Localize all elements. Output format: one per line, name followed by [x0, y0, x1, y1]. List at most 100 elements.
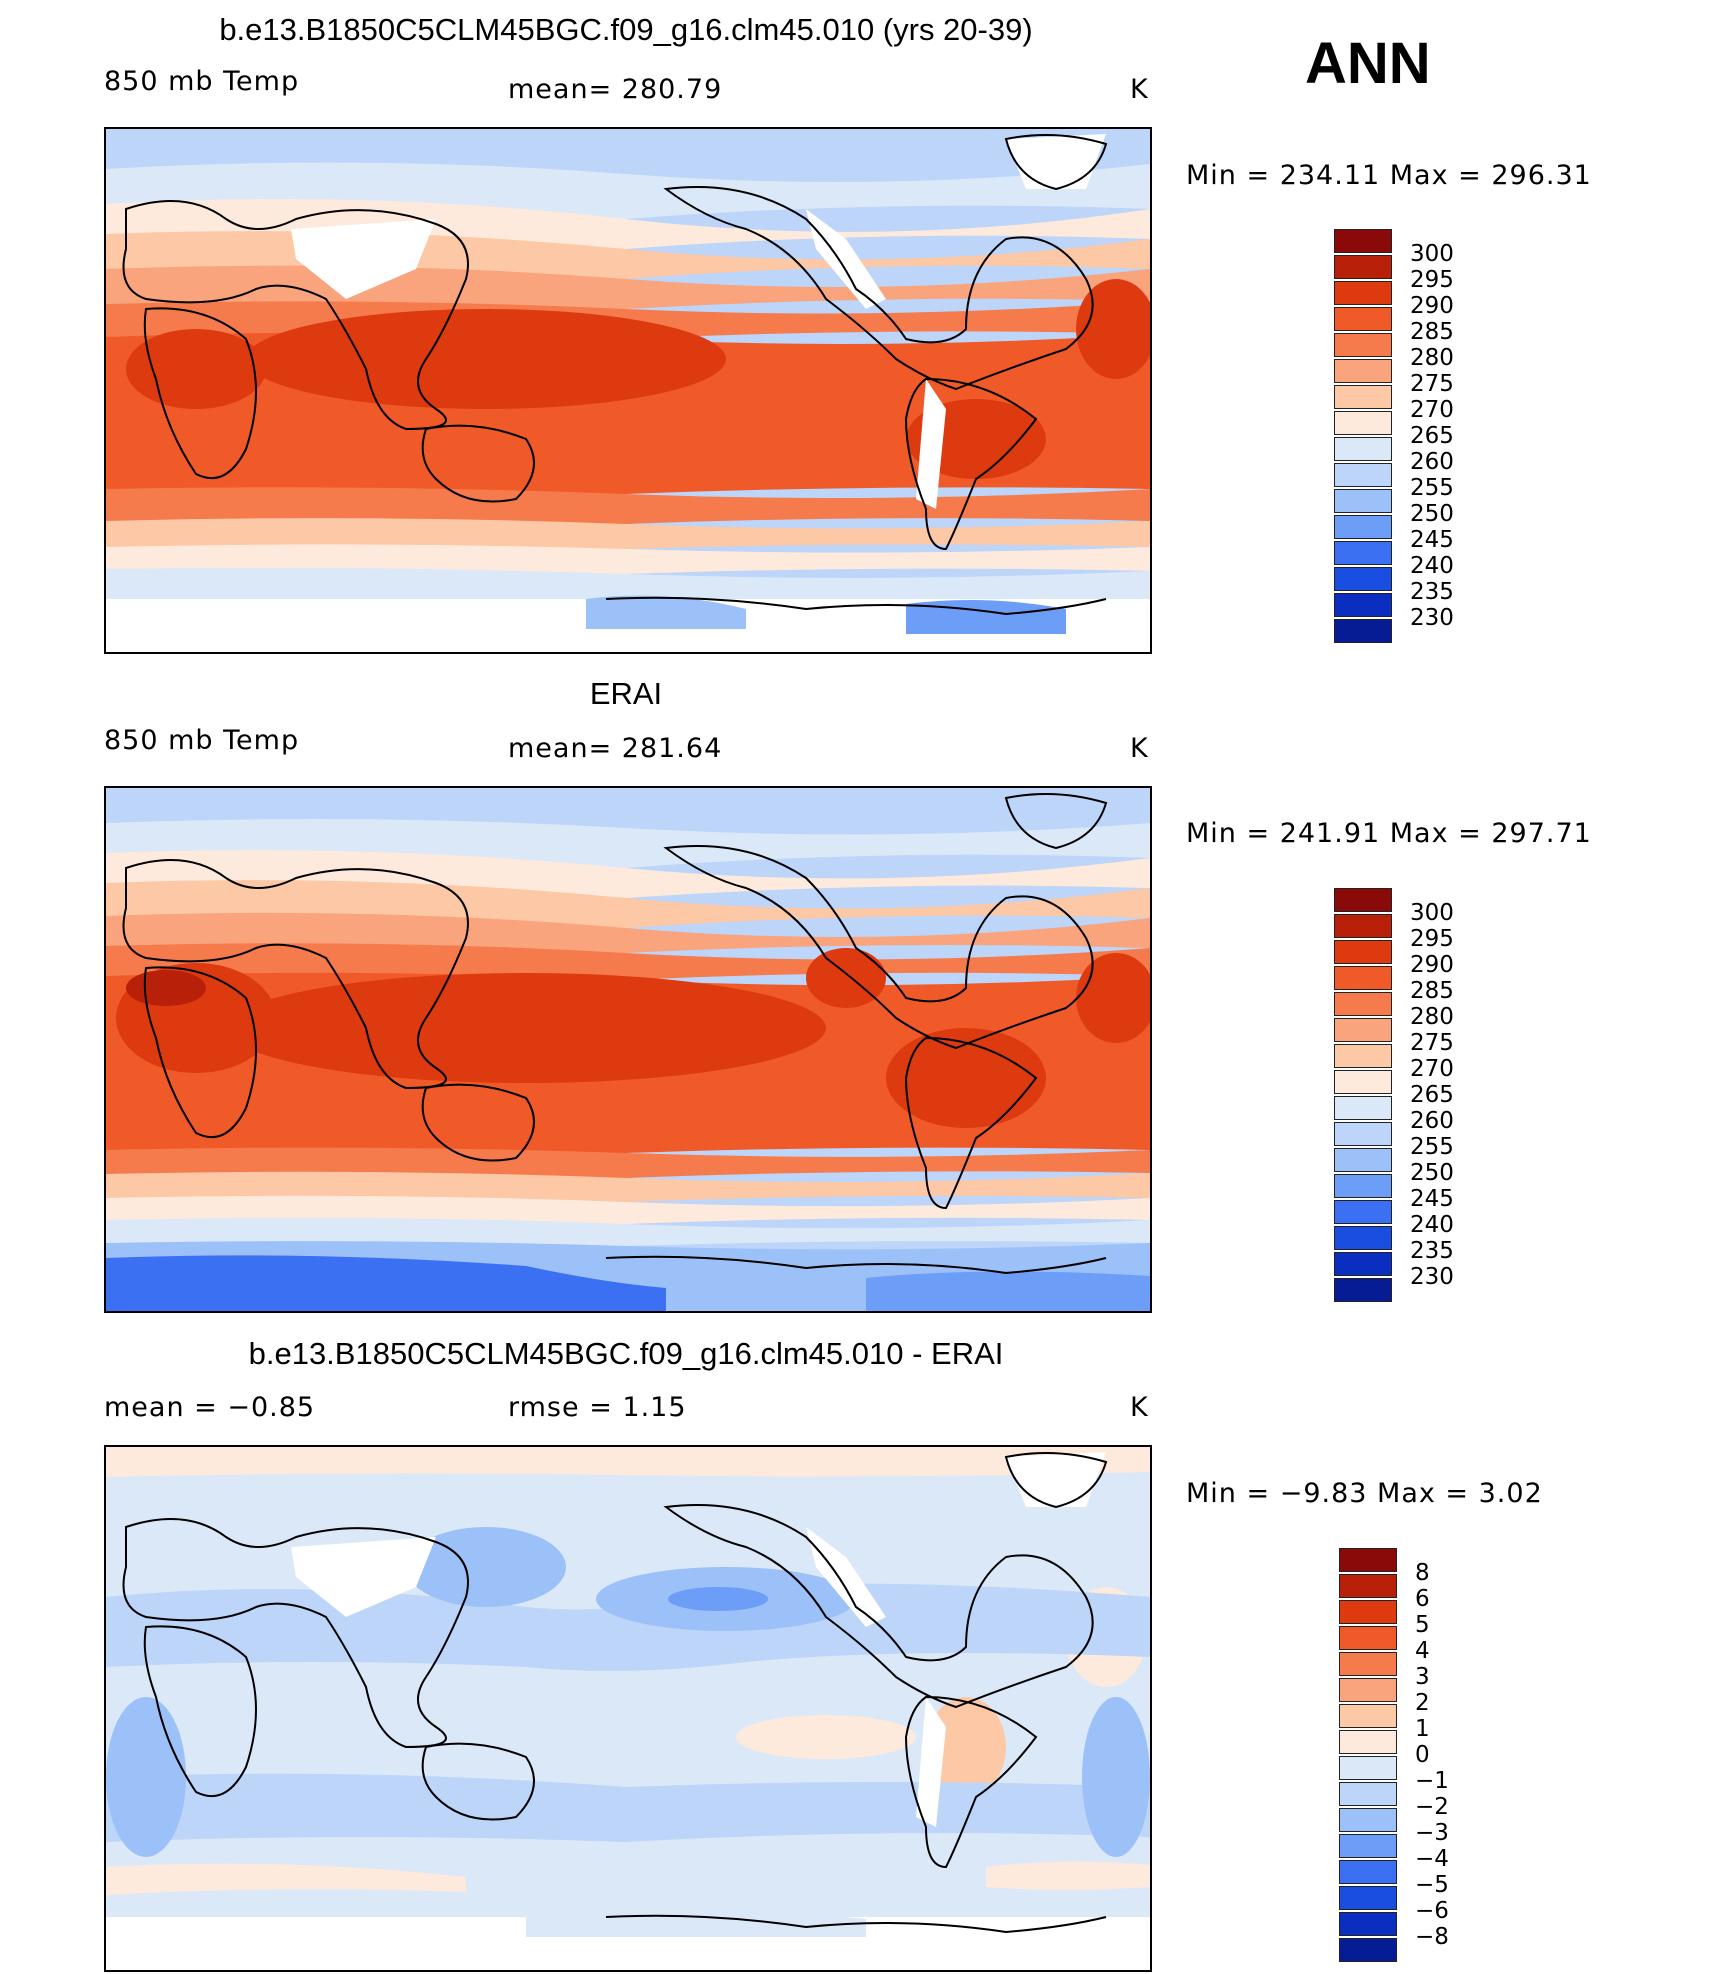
panel-3-minmax: Min = −9.83 Max = 3.02	[1186, 1478, 1543, 1509]
colorbar-label: 235	[1410, 1238, 1454, 1264]
field-base	[106, 1447, 1150, 1970]
colorbar-label: 1	[1415, 1716, 1430, 1742]
colorbar-swatch	[1339, 1574, 1397, 1598]
panel-1-map-svg	[106, 129, 1150, 652]
colorbar-swatch	[1339, 1912, 1397, 1936]
colorbar-swatch	[1339, 1886, 1397, 1910]
colorbar-label: 8	[1415, 1560, 1430, 1586]
colorbar-swatch	[1334, 593, 1392, 617]
coastlines	[122, 793, 1108, 1275]
colorbar-label: 285	[1410, 319, 1454, 345]
coast-antarctica	[605, 1255, 1107, 1275]
colorbar-label: −3	[1415, 1820, 1449, 1846]
warm-core	[1076, 279, 1150, 379]
colorbar-swatch	[1339, 1730, 1397, 1754]
panel-1-title: b.e13.B1850C5CLM45BGC.f09_g16.clm45.010 …	[219, 12, 1033, 47]
colorbar-swatch	[1334, 1096, 1392, 1120]
colorbar-label: 0	[1415, 1742, 1430, 1768]
colorbar-label: 265	[1410, 1082, 1454, 1108]
colorbar-label: 260	[1410, 1108, 1454, 1134]
colorbar-swatch	[1334, 229, 1392, 253]
coast-south-america	[904, 1036, 1038, 1210]
positive-anomaly	[106, 1863, 466, 1895]
panel-1-variable: 850 mb Temp	[104, 66, 300, 97]
coastlines	[122, 1452, 1108, 1934]
missing-terrain	[806, 1527, 886, 1627]
colorbar-swatch	[1334, 307, 1392, 331]
coast-antarctica	[605, 596, 1107, 616]
colorbar-label: −1	[1415, 1768, 1449, 1794]
antarctic-cold	[866, 1271, 1150, 1311]
colorbar-swatch	[1339, 1600, 1397, 1624]
colorbar-label: 245	[1410, 527, 1454, 553]
field-band	[106, 487, 1150, 529]
colorbar-swatch	[1334, 1148, 1392, 1172]
panel-2-mean: mean= 281.64	[508, 733, 723, 764]
coast-australia	[421, 1742, 535, 1821]
positive-anomaly	[926, 1697, 1006, 1797]
coast-eurasia	[122, 1518, 469, 1749]
colorbar-label: 265	[1410, 423, 1454, 449]
colorbar-swatch	[1334, 1200, 1392, 1224]
panel-2-minmax: Min = 241.91 Max = 297.71	[1186, 818, 1592, 849]
colorbar-swatch	[1334, 1122, 1392, 1146]
colorbar-swatch	[1339, 1782, 1397, 1806]
coast-eurasia	[122, 859, 469, 1090]
coast-antarctica	[605, 1914, 1107, 1934]
negative-anomaly	[106, 1773, 1150, 1842]
colorbar-swatch	[1334, 1044, 1392, 1068]
panel-3-map-svg	[106, 1447, 1150, 1970]
colorbar-label: 4	[1415, 1638, 1430, 1664]
panel-2-map	[104, 786, 1152, 1313]
negative-anomaly	[106, 1697, 186, 1857]
colorbar-swatch	[1334, 992, 1392, 1016]
coastlines	[122, 134, 1108, 616]
colorbar-label: 295	[1410, 926, 1454, 952]
colorbar-swatch	[1339, 1938, 1397, 1962]
panel-2-map-svg	[106, 788, 1150, 1311]
colorbar-swatch	[1334, 1070, 1392, 1094]
colorbar-swatch	[1339, 1834, 1397, 1858]
negative-anomaly	[1082, 1697, 1150, 1857]
hot-core	[126, 970, 206, 1006]
coast-south-america	[904, 1695, 1038, 1869]
colorbar-label: 300	[1410, 900, 1454, 926]
colorbar-swatch	[1334, 411, 1392, 435]
coast-eurasia	[122, 200, 469, 431]
colorbar-swatch	[1339, 1704, 1397, 1728]
antarctic-cold	[586, 595, 746, 629]
panel-1-map	[104, 127, 1152, 654]
colorbar-label: 245	[1410, 1186, 1454, 1212]
colorbar-label: 250	[1410, 501, 1454, 527]
colorbar-swatch	[1339, 1860, 1397, 1884]
coast-north-america	[663, 845, 1094, 1050]
colorbar-swatch	[1334, 463, 1392, 487]
panel-1-minmax: Min = 234.11 Max = 296.31	[1186, 160, 1592, 191]
coast-australia	[421, 424, 535, 503]
colorbar-swatch	[1334, 385, 1392, 409]
panel-1-mean: mean= 280.79	[508, 74, 723, 105]
colorbar-swatch	[1339, 1652, 1397, 1676]
colorbar-swatch	[1334, 255, 1392, 279]
colorbar-label: 3	[1415, 1664, 1430, 1690]
colorbar-swatch	[1334, 515, 1392, 539]
warm-core	[126, 329, 266, 409]
colorbar-swatch	[1334, 281, 1392, 305]
colorbar-swatch	[1334, 888, 1392, 912]
missing-terrain	[1006, 134, 1106, 189]
colorbar-label: 275	[1410, 371, 1454, 397]
colorbar-swatch	[1339, 1678, 1397, 1702]
colorbar-swatch	[1334, 1252, 1392, 1276]
colorbar-swatch	[1339, 1808, 1397, 1832]
colorbar-swatch	[1334, 966, 1392, 990]
colorbar-label: 275	[1410, 1030, 1454, 1056]
panel-2-variable: 850 mb Temp	[104, 725, 300, 756]
field-band	[106, 518, 1150, 553]
colorbar-label: 270	[1410, 1056, 1454, 1082]
colorbar-label: −2	[1415, 1794, 1449, 1820]
colorbar-swatch	[1334, 567, 1392, 591]
panel-2-units: K	[1130, 733, 1149, 764]
missing-terrain	[916, 1697, 946, 1827]
colorbar-swatch	[1334, 489, 1392, 513]
colorbar-swatch	[1334, 914, 1392, 938]
